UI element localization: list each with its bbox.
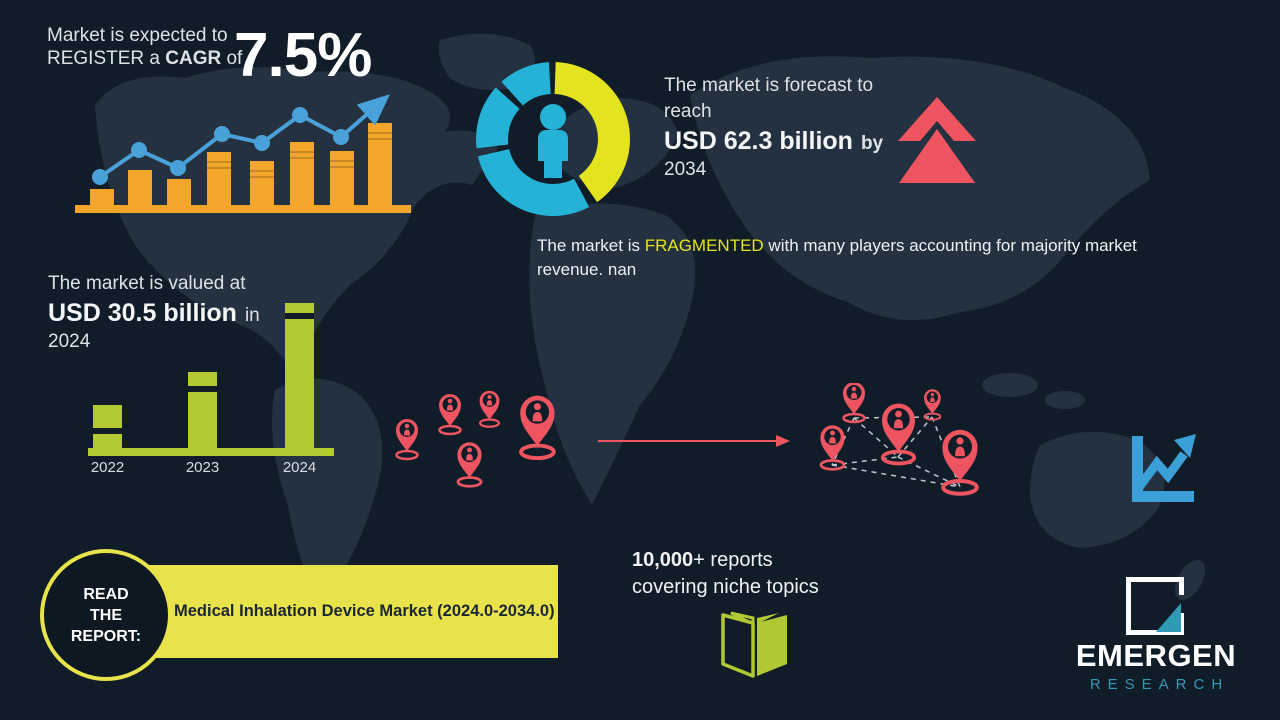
location-pin-icon [394, 417, 420, 461]
location-pin-icon [942, 430, 977, 494]
cagr-trend-chart [73, 92, 413, 218]
read-report-line3: REPORT: [70, 627, 142, 645]
market-donut-svg [476, 62, 630, 216]
location-pin-icon [518, 393, 557, 461]
location-pin-icon [923, 388, 942, 421]
location-pins-scattered [394, 390, 557, 488]
cagr-value: 7.5% [234, 21, 372, 90]
forecast-value: USD 62.3 billion [664, 127, 853, 155]
arrow-right-icon [598, 435, 790, 447]
open-book-icon [721, 611, 787, 678]
cagr-line2: REGISTER a CAGR of [47, 48, 243, 69]
reports-count-line: 10,000+ reports [632, 547, 819, 574]
report-banner[interactable]: Medical Inhalation Device Market (2024.0… [100, 565, 558, 658]
market-donut [470, 55, 636, 221]
reports-line2: covering niche topics [632, 576, 819, 598]
forecast-year: 2034 [664, 159, 707, 180]
forecast-block: The market is forecast to reach USD 62.3… [664, 73, 883, 183]
read-report-line1: READ [83, 585, 129, 603]
emergen-logo-mark [1126, 577, 1184, 635]
cagr-headline: Market is expected to REGISTER a CAGR of [47, 24, 242, 70]
logo-subtitle: RESEARCH [1089, 676, 1230, 693]
cagr-trend-chart-svg [75, 94, 411, 213]
valuation-block: The market is valued at USD 30.5 billion… [48, 271, 260, 355]
forecast-by: by [860, 133, 884, 154]
location-pin-icon [456, 440, 483, 488]
valuation-line1: The market is valued at [48, 273, 246, 294]
location-pin-icon [478, 390, 501, 428]
reports-block: 10,000+ reports covering niche topics [632, 547, 819, 601]
location-pins-network [819, 383, 1015, 518]
location-pin-icon [880, 401, 917, 466]
forecast-line1: The market is forecast to [664, 75, 874, 96]
valuation-conn: in [244, 305, 260, 326]
svg-text:2023: 2023 [186, 459, 219, 475]
valuation-year: 2024 [48, 331, 91, 352]
fragmented-post: with many players accounting for majorit… [537, 236, 1137, 279]
location-pin-icon [437, 392, 463, 436]
fragmented-highlight: FRAGMENTED [644, 236, 764, 255]
valuation-chart-svg: 2022 2023 2024 [88, 303, 334, 475]
chart-growth-icon [1132, 434, 1196, 502]
person-icon [538, 104, 568, 178]
report-banner-label: Medical Inhalation Device Market (2024.0… [174, 602, 555, 620]
svg-text:2022: 2022 [91, 459, 124, 475]
reports-rest: + reports [693, 549, 773, 571]
logo-title: EMERGEN [1075, 638, 1237, 673]
forecast-line2: reach [664, 101, 712, 122]
double-arrow-up-icon [898, 97, 976, 183]
svg-text:2024: 2024 [283, 459, 316, 475]
cagr-line1: Market is expected to [47, 25, 228, 46]
fragmented-statement: The market is FRAGMENTED with many playe… [537, 234, 1205, 282]
fragmented-pre: The market is [537, 236, 645, 255]
read-report-line2: THE [90, 606, 122, 624]
valuation-value: USD 30.5 billion [48, 299, 237, 327]
location-pin-icon [819, 423, 846, 471]
forecast-value-line: USD 62.3 billion by [664, 125, 883, 157]
valuation-value-line: USD 30.5 billion in [48, 297, 260, 329]
valuation-chart: 2022 2023 2024 [88, 297, 338, 475]
read-report-button[interactable]: READ THE REPORT: [40, 549, 172, 681]
location-pin-icon [841, 383, 867, 424]
reports-count: 10,000 [632, 549, 694, 571]
